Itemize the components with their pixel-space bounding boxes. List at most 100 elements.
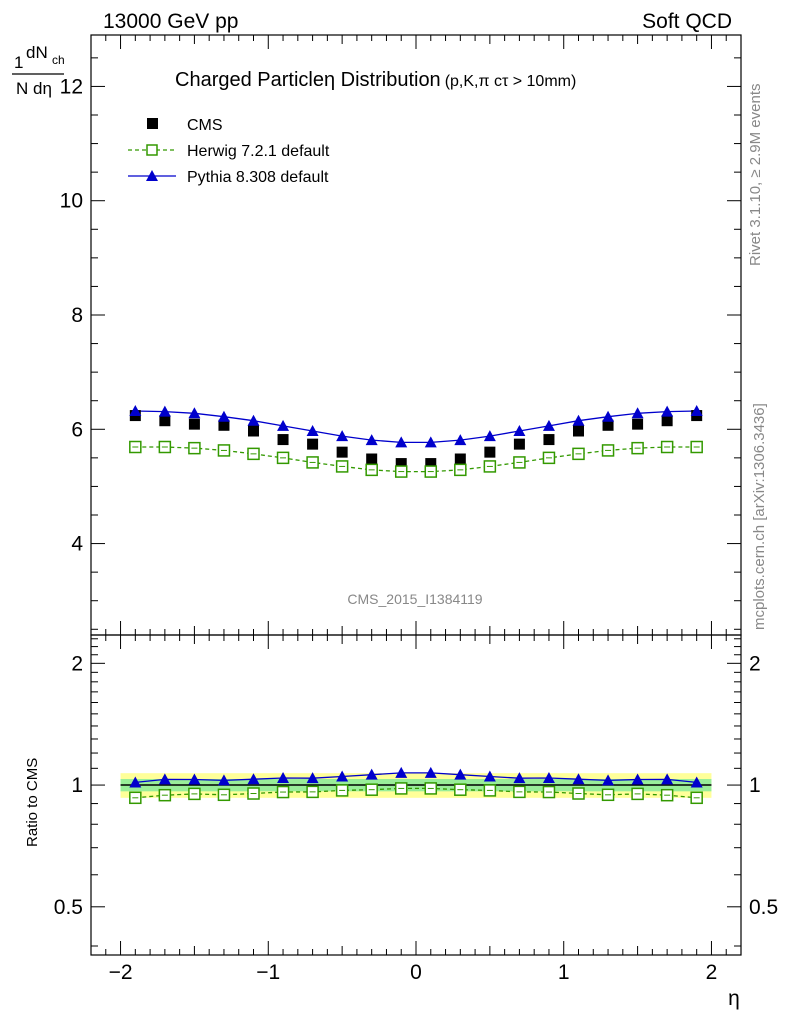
pythia-point <box>572 414 585 426</box>
cms-point <box>573 425 584 437</box>
legend-marker-herwig <box>146 144 158 156</box>
pythia-point <box>690 405 703 416</box>
ratio-pythia-point <box>572 773 585 785</box>
pythia-point <box>217 410 230 422</box>
pythia-point <box>247 414 260 426</box>
ratio-pythia-point <box>217 774 230 786</box>
pythia-point <box>542 419 555 431</box>
pythia-point <box>188 407 201 419</box>
ylabel-one: 1 <box>14 53 23 72</box>
cms-point <box>454 453 466 465</box>
ratio-pythia-point <box>483 770 496 782</box>
legend-label-pythia: Pythia 8.308 default <box>187 169 329 186</box>
ratio-pythia-point <box>661 773 674 785</box>
ratio-y-tick-label-right: 1 <box>749 774 761 797</box>
pythia-point <box>395 436 408 448</box>
top-panel: 4 6 8 10 12 <box>60 34 742 636</box>
cms-point <box>661 415 673 427</box>
cms-point <box>307 438 319 450</box>
ylabel-ndeta: N dη <box>16 79 52 98</box>
y-tick-label: 10 <box>60 190 83 213</box>
cms-point <box>425 458 437 470</box>
ratio-pythia-point <box>336 770 349 782</box>
cms-point <box>248 425 259 437</box>
cms-point <box>602 419 614 431</box>
ratio-pythia-point <box>129 776 142 788</box>
ratio-pythia-point <box>513 772 526 784</box>
ratio-pythia-point <box>188 773 201 785</box>
pythia-point <box>661 405 674 417</box>
ratio-pythia-point <box>365 768 378 780</box>
ratio-pythia-point <box>158 773 171 785</box>
pythia-point <box>454 434 467 446</box>
ratio-pythia-point <box>424 766 437 778</box>
cms-point <box>159 415 171 427</box>
cms-point <box>366 453 378 465</box>
pythia-point <box>483 430 496 442</box>
pythia-point <box>365 434 378 446</box>
ratio-pythia-point <box>454 768 467 780</box>
legend-label-cms: CMS <box>187 117 223 134</box>
pythia-point <box>277 419 290 431</box>
y-tick-label: 4 <box>71 533 83 556</box>
mcplots-label: mcplots.cern.ch [arXiv:1306.3436] <box>751 403 768 630</box>
y-tick-label: 8 <box>71 304 83 327</box>
legend-label-herwig: Herwig 7.2.1 default <box>187 143 330 160</box>
ratio-pythia-point <box>602 774 615 786</box>
ratio-pythia-point <box>542 772 555 784</box>
x-tick-label: −2 <box>109 961 133 984</box>
x-tick-label: 1 <box>558 961 570 984</box>
ratio-y-axis-label: Ratio to CMS <box>24 758 41 847</box>
cms-point <box>218 419 230 431</box>
pythia-line <box>135 410 697 444</box>
analysis-watermark: CMS_2015_I1384119 <box>347 591 482 607</box>
title-main: Charged Particleη Distribution <box>175 69 441 91</box>
ratio-pythia-point <box>395 766 408 778</box>
top-title: Charged Particleη Distribution (p,K,π cτ … <box>175 69 576 91</box>
ratio-pythia-point <box>690 776 703 788</box>
cms-point <box>484 446 496 458</box>
cms-point <box>513 438 525 450</box>
header-left: 13000 GeV pp <box>103 10 238 33</box>
ratio-pythia-point <box>631 773 644 785</box>
header-right: Soft QCD <box>642 10 732 33</box>
top-y-axis-label: 1 dN ch N dη <box>12 43 65 98</box>
ylabel-dn: dN <box>26 43 48 62</box>
cms-point <box>336 446 348 458</box>
ratio-y-tick-label-right: 0.5 <box>749 896 778 919</box>
pythia-point <box>129 405 142 416</box>
rivet-label: Rivet 3.1.10, ≥ 2.9M events <box>747 84 764 267</box>
cms-point <box>543 434 555 446</box>
x-tick-label: 2 <box>706 961 718 984</box>
cms-point <box>395 458 407 470</box>
ratio-y-tick-label: 2 <box>71 652 83 675</box>
legend: CMS Herwig 7.2.1 default Pythia 8.308 de… <box>128 117 330 186</box>
pythia-point <box>306 425 319 436</box>
legend-marker-pythia <box>146 170 158 181</box>
y-tick-label: 12 <box>60 75 83 98</box>
x-tick-label: 0 <box>410 961 422 984</box>
legend-marker-cms <box>147 118 158 129</box>
pythia-point <box>336 430 349 442</box>
ylabel-ch: ch <box>52 53 65 67</box>
cms-point <box>188 418 200 430</box>
x-axis-label: η <box>728 987 740 1010</box>
ratio-panel: −2 −1 0 1 2 0.5 0.5 1 1 2 2 <box>54 634 778 984</box>
title-sub: (p,K,π cτ > 10mm) <box>445 73 577 90</box>
ratio-y-tick-label: 1 <box>71 774 83 797</box>
ratio-pythia-point <box>277 772 290 784</box>
ratio-pythia-point <box>306 772 319 784</box>
x-tick-label: −1 <box>256 961 280 984</box>
cms-point <box>277 434 289 446</box>
pythia-point <box>631 407 644 419</box>
ratio-y-tick-label: 0.5 <box>54 896 83 919</box>
cms-point <box>632 418 644 430</box>
pythia-point <box>513 425 526 436</box>
ratio-pythia-point <box>247 773 260 785</box>
pythia-point <box>602 410 615 422</box>
ratio-pythia-line <box>135 772 697 784</box>
y-tick-label: 6 <box>71 418 83 441</box>
pythia-point <box>158 405 171 417</box>
ratio-y-tick-label-right: 2 <box>749 652 761 675</box>
